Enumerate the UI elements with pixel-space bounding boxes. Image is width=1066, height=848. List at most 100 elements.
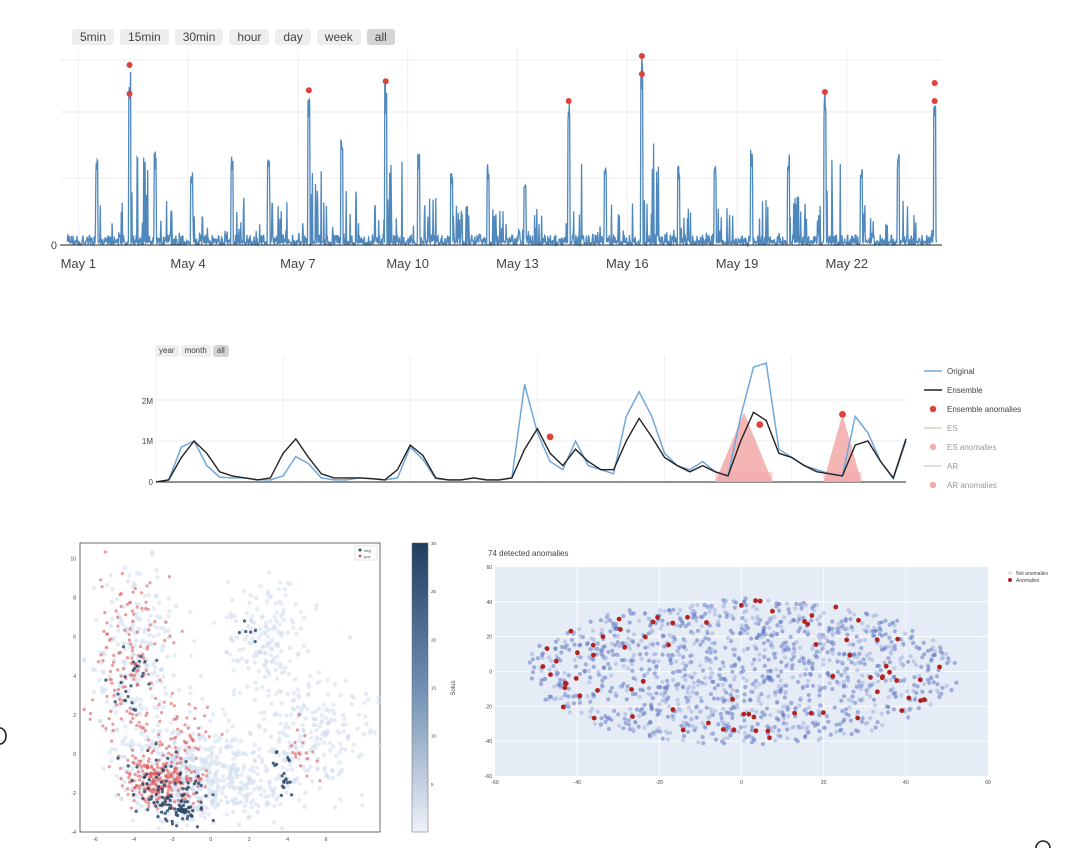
br-anomaly-point-4[interactable] (805, 621, 811, 627)
br-anomaly-point-28[interactable] (753, 598, 758, 604)
br-anomaly-point-43[interactable] (844, 637, 850, 643)
br-anomaly-point-35[interactable] (937, 664, 942, 670)
br-anomaly-point-71[interactable] (622, 644, 628, 650)
legend-es-anomalies[interactable]: ES anomalies (947, 443, 996, 452)
br-anomaly-point-32[interactable] (847, 652, 853, 658)
br-anomaly-point-12[interactable] (704, 620, 709, 625)
br-anomaly-point-58[interactable] (616, 616, 622, 622)
br-anomaly-point-9[interactable] (875, 689, 880, 695)
br-anomaly-point-57[interactable] (563, 680, 568, 686)
br-anomaly-point-69[interactable] (894, 678, 900, 683)
br-anomaly-point-42[interactable] (833, 604, 839, 610)
br-anomaly-point-24[interactable] (883, 663, 889, 669)
legend-ar[interactable]: AR (947, 462, 958, 471)
br-anomaly-point-50[interactable] (895, 636, 901, 642)
br-anomaly-point-46[interactable] (685, 614, 690, 620)
br-anomaly-point-37[interactable] (887, 669, 892, 675)
ensemble-anomaly-point-2[interactable] (839, 410, 846, 418)
br-anomaly-point-41[interactable] (670, 620, 676, 626)
br-anomaly-point-26[interactable] (655, 615, 660, 620)
legend-original[interactable]: Original (947, 367, 975, 376)
br-anomaly-point-19[interactable] (802, 619, 807, 624)
br-anomaly-point-65[interactable] (568, 628, 574, 634)
br-legend-not-anomalies[interactable]: Not anomalies (1016, 571, 1048, 577)
br-anomaly-point-56[interactable] (757, 598, 763, 604)
br-anomaly-point-73[interactable] (640, 678, 646, 684)
br-anomaly-point-23[interactable] (720, 727, 726, 732)
top-anomaly-point-4[interactable] (565, 98, 572, 104)
br-anomaly-point-13[interactable] (830, 673, 836, 679)
br-anomaly-point-52[interactable] (809, 613, 815, 618)
range-5min-button[interactable]: 5min (72, 29, 115, 45)
br-anomaly-point-39[interactable] (706, 720, 711, 726)
br-anomaly-point-36[interactable] (855, 715, 861, 721)
br-anomaly-point-15[interactable] (731, 727, 737, 733)
br-anomaly-point-40[interactable] (548, 672, 553, 677)
br-anomaly-point-7[interactable] (575, 650, 580, 656)
br-anomaly-point-33[interactable] (629, 687, 634, 692)
br-anomaly-point-70[interactable] (813, 642, 819, 647)
br-anomaly-point-60[interactable] (767, 735, 772, 741)
top-anomaly-point-1[interactable] (126, 90, 133, 97)
br-anomaly-point-11[interactable] (642, 634, 648, 640)
top-anomaly-point-8[interactable] (931, 80, 938, 86)
br-anomaly-point-2[interactable] (577, 693, 583, 699)
br-anomaly-point-22[interactable] (730, 696, 735, 702)
legend-ensemble[interactable]: Ensemble (947, 386, 983, 395)
range-hour-button[interactable]: hour (229, 29, 270, 45)
br-anomaly-point-45[interactable] (856, 617, 861, 623)
br-anomaly-point-0[interactable] (868, 675, 873, 680)
range-month-button[interactable]: month (180, 345, 211, 357)
range-15min-button[interactable]: 15min (120, 29, 169, 45)
legend-ensemble-anomalies[interactable]: Ensemble anomalies (947, 405, 1021, 414)
br-legend-anomalies[interactable]: Anomalies (1016, 578, 1040, 584)
br-anomaly-point-68[interactable] (899, 708, 905, 713)
br-anomaly-point-16[interactable] (590, 642, 596, 648)
br-anomaly-point-64[interactable] (666, 642, 671, 648)
br-anomaly-point-27[interactable] (540, 664, 546, 669)
range-30min-button[interactable]: 30min (174, 29, 224, 45)
br-anomaly-point-54[interactable] (680, 727, 686, 733)
br-anomaly-point-8[interactable] (753, 728, 759, 734)
br-anomaly-point-47[interactable] (879, 675, 885, 681)
br-anomaly-point-44[interactable] (741, 711, 747, 717)
br-anomaly-point-61[interactable] (792, 710, 797, 716)
br-anomaly-point-29[interactable] (553, 658, 559, 664)
br-anomaly-point-25[interactable] (765, 728, 771, 734)
range-all-button[interactable]: all (366, 29, 395, 45)
ensemble-anomaly-point-0[interactable] (546, 433, 554, 441)
br-anomaly-point-38[interactable] (591, 715, 597, 721)
br-anomaly-point-59[interactable] (746, 711, 752, 717)
range-day-button[interactable]: day (275, 29, 311, 45)
br-anomaly-point-49[interactable] (650, 619, 656, 625)
top-anomaly-point-7[interactable] (821, 89, 828, 95)
br-anomaly-point-5[interactable] (921, 697, 927, 703)
br-anomaly-point-1[interactable] (560, 704, 566, 710)
br-anomaly-point-72[interactable] (544, 646, 550, 651)
br-anomaly-point-63[interactable] (591, 652, 596, 658)
legend-es[interactable]: ES (947, 424, 958, 433)
br-anomaly-point-30[interactable] (770, 608, 775, 614)
br-anomaly-point-6[interactable] (618, 627, 623, 632)
br-anomaly-point-34[interactable] (670, 707, 676, 712)
top-anomaly-point-9[interactable] (931, 98, 938, 104)
top-anomaly-point-0[interactable] (126, 62, 133, 68)
br-anomaly-point-53[interactable] (808, 710, 814, 716)
br-anomaly-point-66[interactable] (562, 685, 568, 691)
top-anomaly-point-6[interactable] (638, 71, 645, 77)
range-week-button[interactable]: week (316, 29, 361, 45)
range-year-button[interactable]: year (155, 345, 179, 357)
br-anomaly-point-48[interactable] (595, 688, 600, 693)
br-anomaly-point-31[interactable] (739, 603, 744, 608)
top-anomaly-point-2[interactable] (305, 87, 312, 94)
br-anomaly-point-67[interactable] (751, 714, 757, 720)
br-anomaly-point-62[interactable] (874, 637, 880, 643)
br-anomaly-point-20[interactable] (918, 698, 923, 703)
br-anomaly-point-18[interactable] (906, 695, 912, 701)
legend-ar-anomalies[interactable]: AR anomalies (947, 481, 997, 490)
ensemble-anomaly-point-1[interactable] (756, 421, 764, 428)
top-anomaly-point-3[interactable] (382, 78, 389, 85)
br-anomaly-point-21[interactable] (821, 710, 826, 715)
br-anomaly-point-17[interactable] (600, 634, 606, 639)
range-all-button-2[interactable]: all (212, 345, 229, 357)
